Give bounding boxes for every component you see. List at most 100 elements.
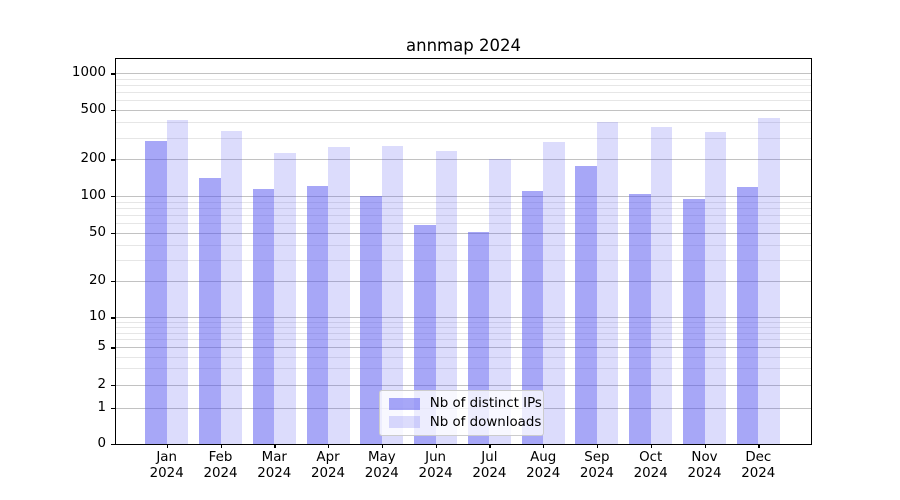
x-tick-year: 2024 [526, 465, 561, 481]
gridline-minor [115, 85, 811, 87]
x-tick [758, 444, 760, 448]
x-tick-month: Aug [530, 450, 557, 465]
bar-nb-of-downloads-mar [274, 152, 296, 444]
gridline-major [115, 232, 811, 234]
x-tick-year: 2024 [149, 465, 184, 481]
legend-row-distinct-ips: Nb of distinct IPs [388, 396, 542, 411]
y-tick [111, 73, 115, 75]
bar-nb-of-distinct-ips-sep [575, 166, 597, 444]
bar-nb-of-downloads-may [381, 146, 404, 444]
bar-nb-of-downloads-jan [166, 120, 189, 444]
x-tick-month: Oct [639, 450, 663, 465]
x-tick [704, 444, 706, 448]
x-tick-year: 2024 [741, 465, 776, 481]
x-tick [489, 444, 491, 448]
legend-swatch-distinct-ips [388, 397, 420, 411]
x-tick-year: 2024 [687, 465, 722, 481]
bar-nb-of-distinct-ips-mar [252, 189, 275, 444]
gridline-minor [115, 223, 811, 224]
gridline-major [115, 317, 811, 319]
bar-nb-of-distinct-ips-nov [683, 198, 705, 444]
x-tick [381, 444, 384, 448]
x-tick-month: Jul [481, 450, 498, 465]
y-tick-label: 50 [88, 224, 106, 240]
y-tick-label: 200 [80, 151, 106, 167]
x-tick-label: Apr 2024 [300, 450, 356, 481]
gridline-major [115, 73, 811, 75]
x-tick-label: Jan 2024 [139, 450, 195, 481]
y-tick-label: 20 [88, 273, 106, 288]
y-tick [111, 281, 115, 283]
bar-nb-of-downloads-nov [704, 132, 726, 444]
y-tick-label: 2 [97, 377, 106, 392]
x-tick-year: 2024 [364, 465, 399, 481]
y-tick [111, 385, 115, 387]
gridline-minor [115, 327, 811, 328]
legend: Nb of distinct IPs Nb of downloads [378, 390, 545, 436]
x-tick [220, 444, 222, 448]
x-tick-month: Sep [584, 450, 610, 465]
y-tick [111, 407, 115, 409]
gridline-minor [115, 214, 811, 216]
gridline-minor [115, 332, 811, 334]
x-tick-year: 2024 [633, 465, 668, 481]
bar-nb-of-distinct-ips-oct [629, 193, 651, 444]
x-tick-label: Oct 2024 [623, 450, 679, 481]
x-tick-month: Jan [156, 450, 178, 465]
gridline-minor [115, 92, 811, 94]
gridline-minor [115, 78, 811, 80]
x-tick [596, 444, 599, 448]
bar-nb-of-distinct-ips-aug [521, 191, 544, 444]
gridline-minor [115, 201, 811, 203]
x-tick-month: Nov [691, 450, 718, 465]
x-tick-label: Nov 2024 [677, 450, 733, 481]
x-tick-month: Mar [261, 450, 287, 465]
gridline-major [115, 159, 811, 161]
x-tick [328, 444, 330, 448]
bar-nb-of-distinct-ips-apr [306, 186, 328, 444]
x-tick-label: Mar 2024 [246, 450, 302, 481]
y-tick-label: 500 [80, 102, 106, 117]
bar-nb-of-distinct-ips-dec [736, 187, 759, 444]
y-tick-label: 5 [97, 339, 106, 355]
x-tick-year: 2024 [203, 465, 238, 481]
x-tick-label: May 2024 [354, 450, 410, 481]
y-tick [111, 347, 115, 349]
x-tick-label: Aug 2024 [515, 450, 571, 481]
bar-nb-of-downloads-feb [220, 130, 242, 444]
x-tick-month: May [367, 450, 396, 465]
y-tick [111, 232, 115, 234]
x-tick-year: 2024 [257, 465, 292, 481]
x-tick [543, 444, 545, 448]
y-tick-label: 10 [88, 309, 106, 325]
y-tick [111, 110, 115, 112]
gridline-major [115, 347, 811, 349]
y-tick [111, 317, 115, 319]
y-tick [111, 444, 115, 446]
bar-nb-of-distinct-ips-jan [145, 141, 167, 444]
bar-nb-of-distinct-ips-feb [199, 178, 221, 444]
y-tick-label: 100 [80, 188, 106, 203]
gridline-minor [115, 207, 811, 209]
x-tick-label: Jul 2024 [461, 450, 517, 481]
bar-nb-of-downloads-jul [489, 159, 511, 444]
gridline-minor [115, 100, 811, 102]
bar-nb-of-downloads-oct [650, 126, 673, 444]
gridline-major [115, 281, 811, 282]
gridline-minor [115, 259, 811, 261]
bar-nb-of-downloads-aug [543, 141, 565, 444]
gridline-minor [115, 339, 811, 341]
gridline-minor [115, 244, 811, 246]
bar-nb-of-downloads-dec [758, 117, 780, 444]
y-tick-label: 0 [97, 436, 106, 451]
legend-label-downloads: Nb of downloads [429, 414, 542, 430]
legend-row-downloads: Nb of downloads [388, 415, 541, 430]
y-tick [111, 196, 115, 198]
bar-nb-of-downloads-apr [328, 147, 350, 444]
gridline-minor [115, 356, 811, 358]
bar-nb-of-downloads-jun [435, 151, 458, 444]
gridline-major [115, 385, 811, 386]
x-tick-month: Dec [745, 450, 772, 465]
gridline-minor [115, 321, 811, 323]
x-tick-month: Apr [316, 450, 340, 465]
